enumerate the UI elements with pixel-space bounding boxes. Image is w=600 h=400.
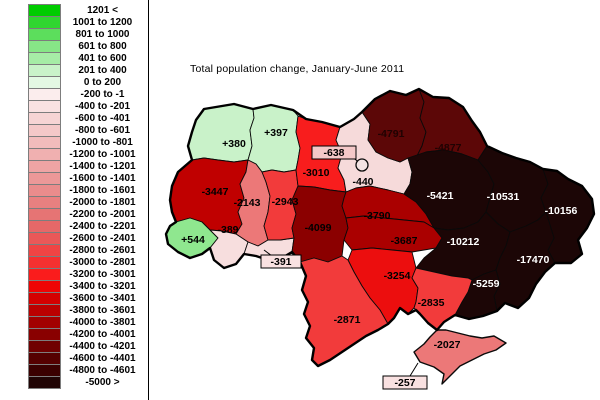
legend-rows: 1201 < 1001 to 1200 801 to 1000 601 to 8…	[28, 4, 144, 389]
legend-row: -5000 >	[28, 376, 144, 389]
region-value-kherson: -2835	[418, 297, 445, 309]
region-value-kharkiv: -10531	[487, 191, 520, 203]
legend-range-label: -4800 to -4601	[69, 365, 136, 376]
kyiv-callout-box	[311, 145, 357, 160]
sevastopol-callout-box	[382, 375, 428, 390]
legend-range-label: -3600 to -3401	[69, 293, 136, 304]
legend-row: -2600 to -2401	[28, 232, 144, 245]
legend-range-label: -400 to -201	[74, 101, 131, 112]
legend-range-label: -200 to -1	[80, 89, 125, 100]
legend-range-label: 801 to 1000	[75, 29, 130, 40]
country-border	[164, 87, 596, 368]
region-value-chernihiv: -4791	[378, 128, 405, 140]
legend-range-label: -1200 to -1001	[69, 149, 136, 160]
region-value-ivano-frankivsk: -389	[217, 224, 238, 236]
region-value-khmelnytskyi: -2943	[272, 196, 299, 208]
legend-panel: 1201 < 1001 to 1200 801 to 1000 601 to 8…	[0, 0, 148, 400]
region-value-lviv: -3447	[202, 186, 229, 198]
legend-range-label: -2400 to -2201	[69, 221, 136, 232]
legend-range-label: 1201 <	[87, 5, 118, 16]
region-volyn	[187, 103, 255, 163]
legend-range-label: -3800 to -3601	[69, 305, 136, 316]
region-value-cherkasy: -3790	[364, 210, 391, 222]
legend-row: -4400 to -4201	[28, 340, 144, 353]
region-value-ternopil: -2143	[234, 197, 261, 209]
legend-color-swatch	[28, 376, 61, 389]
region-value-volyn: +380	[222, 138, 246, 150]
legend-range-label: -2600 to -2401	[69, 233, 136, 244]
region-value-donetsk: -17470	[517, 254, 550, 266]
legend-range-label: -600 to -401	[74, 113, 131, 124]
region-value-vinnytsia: -4099	[305, 222, 332, 234]
sevastopol-callout-leader	[409, 362, 419, 377]
region-value-dnipropetrovsk: -10212	[447, 236, 480, 248]
region-value-poltava: -5421	[427, 190, 454, 202]
legend-range-label: -2800 to -2601	[69, 245, 136, 256]
region-value-kyiv-oblast: -440	[352, 176, 373, 188]
legend-map-divider	[148, 0, 149, 400]
map-title: Total population change, January-June 20…	[190, 63, 405, 75]
legend-row: -4200 to -4001	[28, 328, 144, 341]
legend-range-label: 401 to 600	[78, 53, 127, 64]
region-value-mykolaiv: -3254	[384, 270, 411, 282]
legend-range-label: -800 to -601	[74, 125, 131, 136]
region-crimea	[413, 329, 507, 385]
legend-range-label: -4600 to -4401	[69, 353, 136, 364]
sevastopol-callout-value: -257	[394, 377, 415, 389]
legend-range-label: -4200 to -4001	[69, 329, 136, 340]
legend-range-label: 0 to 200	[83, 77, 122, 88]
legend-range-label: -3200 to -3001	[69, 269, 136, 280]
legend-range-label: -3000 to -2801	[69, 257, 136, 268]
legend-range-label: -4400 to -4201	[69, 341, 136, 352]
legend-row: -1200 to -1001	[28, 148, 144, 161]
legend-range-label: -4000 to -3801	[69, 317, 136, 328]
region-value-zhytomyr: -3010	[303, 167, 330, 179]
legend-range-label: 601 to 800	[78, 41, 127, 52]
legend-range-label: -1800 to -1601	[69, 185, 136, 196]
legend-range-label: -5000 >	[85, 377, 120, 388]
chernivtsi-callout-value: -391	[270, 256, 291, 268]
region-value-sumy: -4877	[435, 142, 462, 154]
region-value-kirovohrad: -3687	[391, 235, 418, 247]
region-value-zaporizhzhia: -5259	[473, 278, 500, 290]
region-value-rivne: +397	[264, 127, 288, 139]
legend-range-label: 201 to 400	[78, 65, 127, 76]
kyiv-callout-value: -638	[323, 147, 344, 159]
kyiv-city-marker	[355, 158, 369, 172]
region-value-zakarpattia: +544	[181, 234, 205, 246]
legend-range-label: -2000 to -1801	[69, 197, 136, 208]
legend-range-label: -3400 to -3201	[69, 281, 136, 292]
region-value-odesa: -2871	[334, 314, 361, 326]
legend-range-label: -1000 to -801	[72, 137, 133, 148]
region-value-crimea: -2027	[434, 339, 461, 351]
chernivtsi-callout-box	[260, 254, 302, 269]
region-value-luhansk: -10156	[545, 205, 578, 217]
legend-range-label: -1600 to -1401	[69, 173, 136, 184]
legend-range-label: -2200 to -2001	[69, 209, 136, 220]
legend-range-label: -1400 to -1201	[69, 161, 136, 172]
legend-range-label: 1001 to 1200	[72, 17, 133, 28]
legend-row: 1001 to 1200	[28, 16, 144, 29]
